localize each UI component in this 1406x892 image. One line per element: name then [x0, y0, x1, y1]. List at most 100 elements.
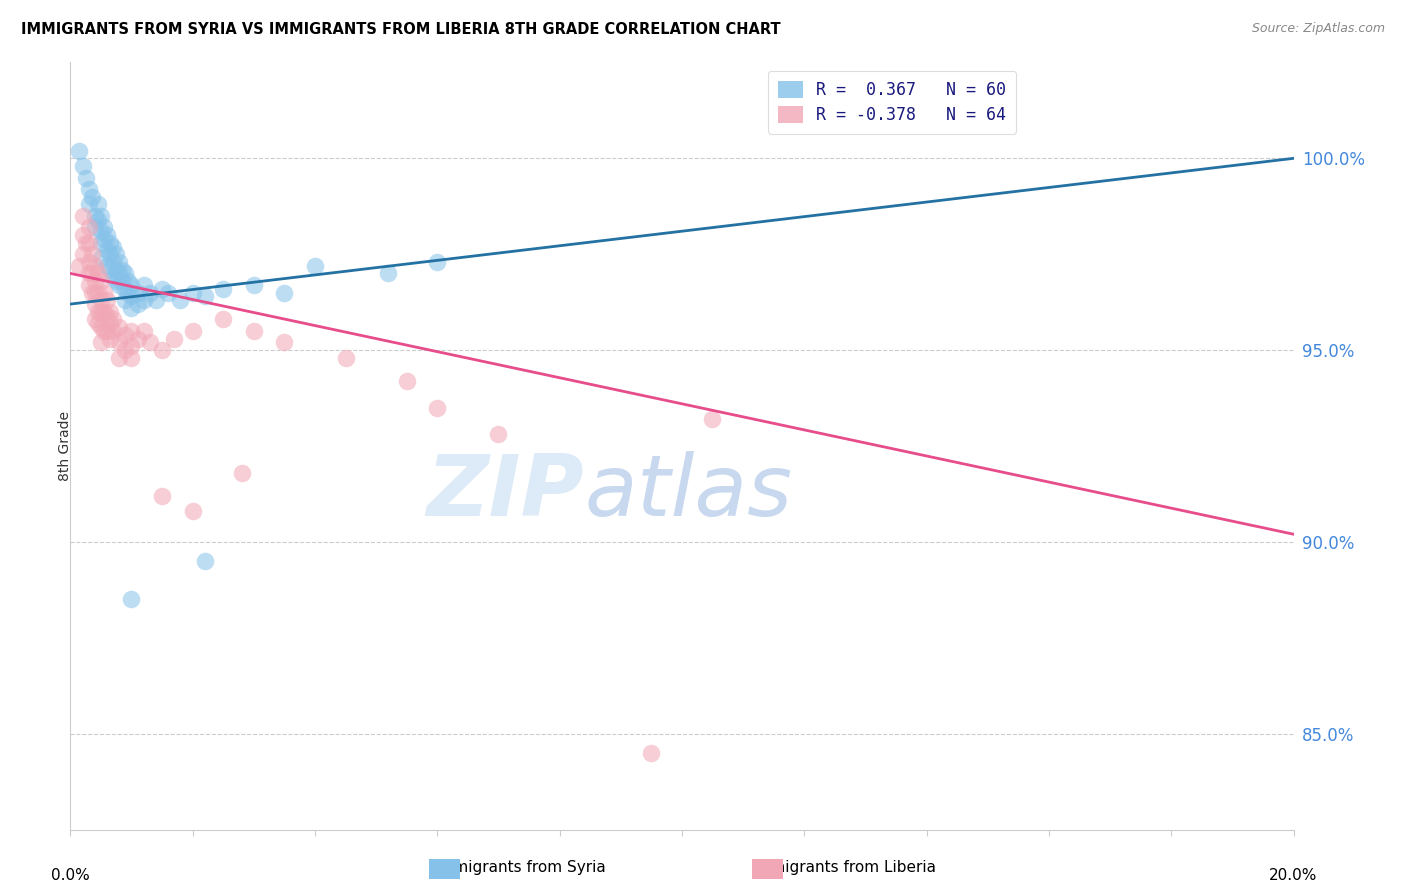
- Point: [101, 324, 124, 338]
- Point: [132, 324, 155, 338]
- Point: [77, 182, 100, 196]
- Point: [181, 504, 204, 518]
- Point: [90, 274, 112, 288]
- Point: [96, 259, 118, 273]
- Point: [90, 251, 112, 265]
- Point: [90, 320, 112, 334]
- Point: [105, 274, 128, 288]
- Point: [377, 266, 399, 280]
- Point: [488, 427, 510, 442]
- Text: ZIP: ZIP: [426, 450, 583, 533]
- Point: [150, 489, 173, 503]
- Point: [83, 312, 105, 326]
- Point: [108, 320, 131, 334]
- Point: [93, 285, 115, 300]
- Point: [90, 293, 112, 308]
- Point: [335, 351, 357, 365]
- Point: [98, 316, 121, 330]
- Point: [101, 255, 124, 269]
- Point: [77, 255, 100, 269]
- Point: [132, 293, 155, 308]
- Point: [98, 304, 121, 318]
- Point: [80, 189, 103, 203]
- Point: [80, 285, 103, 300]
- Point: [90, 235, 112, 250]
- Point: [87, 197, 110, 211]
- Legend: R =  0.367   N = 60, R = -0.378   N = 64: R = 0.367 N = 60, R = -0.378 N = 64: [768, 70, 1017, 134]
- Point: [121, 592, 143, 607]
- Point: [96, 293, 118, 308]
- Point: [101, 239, 124, 253]
- Point: [181, 285, 204, 300]
- Point: [117, 274, 139, 288]
- Point: [108, 255, 131, 269]
- Point: [83, 297, 105, 311]
- Point: [93, 304, 115, 318]
- Point: [640, 746, 662, 760]
- Point: [426, 255, 449, 269]
- Point: [121, 289, 143, 303]
- Point: [80, 247, 103, 261]
- Point: [87, 316, 110, 330]
- Text: Source: ZipAtlas.com: Source: ZipAtlas.com: [1251, 22, 1385, 36]
- Point: [150, 282, 173, 296]
- Point: [83, 259, 105, 273]
- Point: [75, 235, 97, 250]
- Point: [69, 144, 91, 158]
- Point: [127, 332, 149, 346]
- Point: [83, 220, 105, 235]
- Point: [72, 227, 94, 242]
- Y-axis label: 8th Grade: 8th Grade: [58, 411, 72, 481]
- Point: [96, 324, 118, 338]
- Point: [111, 262, 134, 277]
- Point: [114, 282, 136, 296]
- Point: [121, 339, 143, 353]
- Point: [72, 159, 94, 173]
- Point: [114, 327, 136, 342]
- Point: [114, 266, 136, 280]
- Point: [93, 220, 115, 235]
- Point: [105, 247, 128, 261]
- Text: Immigrants from Syria: Immigrants from Syria: [434, 860, 606, 874]
- Point: [702, 412, 724, 426]
- Point: [273, 285, 295, 300]
- Point: [77, 266, 100, 280]
- Point: [90, 304, 112, 318]
- Point: [105, 262, 128, 277]
- Point: [108, 351, 131, 365]
- Point: [72, 209, 94, 223]
- Point: [80, 266, 103, 280]
- Point: [101, 270, 124, 285]
- Point: [108, 266, 131, 280]
- Point: [83, 209, 105, 223]
- Point: [108, 277, 131, 292]
- Point: [87, 304, 110, 318]
- Point: [87, 266, 110, 280]
- Text: Immigrants from Liberia: Immigrants from Liberia: [751, 860, 936, 874]
- Point: [77, 197, 100, 211]
- Point: [90, 209, 112, 223]
- Point: [77, 277, 100, 292]
- Text: atlas: atlas: [583, 450, 792, 533]
- Point: [157, 285, 180, 300]
- Point: [145, 293, 167, 308]
- Point: [96, 244, 118, 258]
- Point: [90, 335, 112, 350]
- Point: [98, 235, 121, 250]
- Point: [194, 289, 217, 303]
- Point: [90, 224, 112, 238]
- Point: [96, 309, 118, 323]
- Point: [273, 335, 295, 350]
- Point: [169, 293, 191, 308]
- Point: [98, 247, 121, 261]
- Point: [96, 227, 118, 242]
- Point: [194, 554, 217, 568]
- Point: [87, 285, 110, 300]
- Point: [426, 401, 449, 415]
- Point: [243, 277, 266, 292]
- Point: [121, 324, 143, 338]
- Point: [83, 285, 105, 300]
- Point: [163, 332, 186, 346]
- Point: [93, 232, 115, 246]
- Point: [111, 274, 134, 288]
